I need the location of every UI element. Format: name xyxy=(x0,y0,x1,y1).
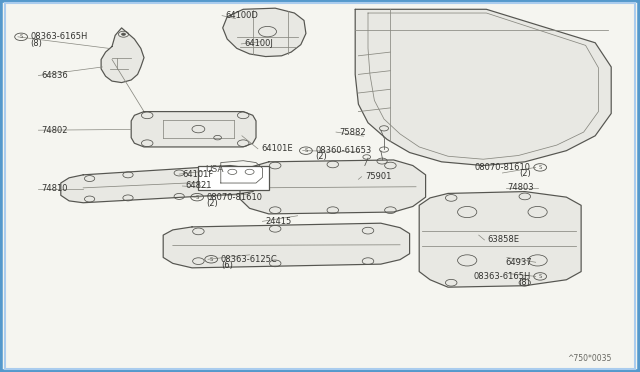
Polygon shape xyxy=(101,28,144,83)
Text: S: S xyxy=(304,148,308,153)
Text: 08360-61653: 08360-61653 xyxy=(316,146,372,155)
Text: S: S xyxy=(209,257,213,262)
Text: (8): (8) xyxy=(31,39,43,48)
Polygon shape xyxy=(419,192,581,287)
Text: 74810: 74810 xyxy=(42,185,68,193)
Text: 24415: 24415 xyxy=(266,217,292,226)
Text: 64937: 64937 xyxy=(506,258,532,267)
Text: 64100D: 64100D xyxy=(225,11,258,20)
Text: 08363-6165H: 08363-6165H xyxy=(31,32,88,41)
Text: 08070-81610: 08070-81610 xyxy=(474,163,531,172)
Text: S: S xyxy=(538,165,542,170)
Text: (2): (2) xyxy=(519,169,531,178)
Text: 63858E: 63858E xyxy=(488,235,520,244)
Polygon shape xyxy=(163,223,410,268)
Text: 74803: 74803 xyxy=(508,183,534,192)
Text: S: S xyxy=(19,34,23,39)
Polygon shape xyxy=(355,9,611,166)
Text: 64836: 64836 xyxy=(42,71,68,80)
Text: 08363-6165H: 08363-6165H xyxy=(473,272,531,281)
Text: 64821: 64821 xyxy=(186,182,212,190)
Text: S: S xyxy=(538,274,542,279)
Text: 64101E: 64101E xyxy=(261,144,292,153)
Text: 74802: 74802 xyxy=(42,126,68,135)
Text: 64101F: 64101F xyxy=(182,170,214,179)
Polygon shape xyxy=(61,166,259,203)
Text: S: S xyxy=(195,195,199,200)
Text: 64100J: 64100J xyxy=(244,39,273,48)
Text: 75882: 75882 xyxy=(339,128,366,137)
Text: 75901: 75901 xyxy=(365,172,391,181)
Polygon shape xyxy=(131,112,256,147)
Text: 08070-81610: 08070-81610 xyxy=(207,193,263,202)
Text: (6): (6) xyxy=(221,261,233,270)
Polygon shape xyxy=(240,160,426,214)
Polygon shape xyxy=(223,8,306,57)
Text: USA: USA xyxy=(205,165,223,174)
Text: (2): (2) xyxy=(207,199,218,208)
Circle shape xyxy=(122,33,125,35)
Text: (8): (8) xyxy=(518,278,531,287)
Text: (2): (2) xyxy=(316,153,327,161)
Text: ^750*0035: ^750*0035 xyxy=(567,354,611,363)
Bar xyxy=(198,166,269,190)
Text: 08363-6125C: 08363-6125C xyxy=(221,255,278,264)
